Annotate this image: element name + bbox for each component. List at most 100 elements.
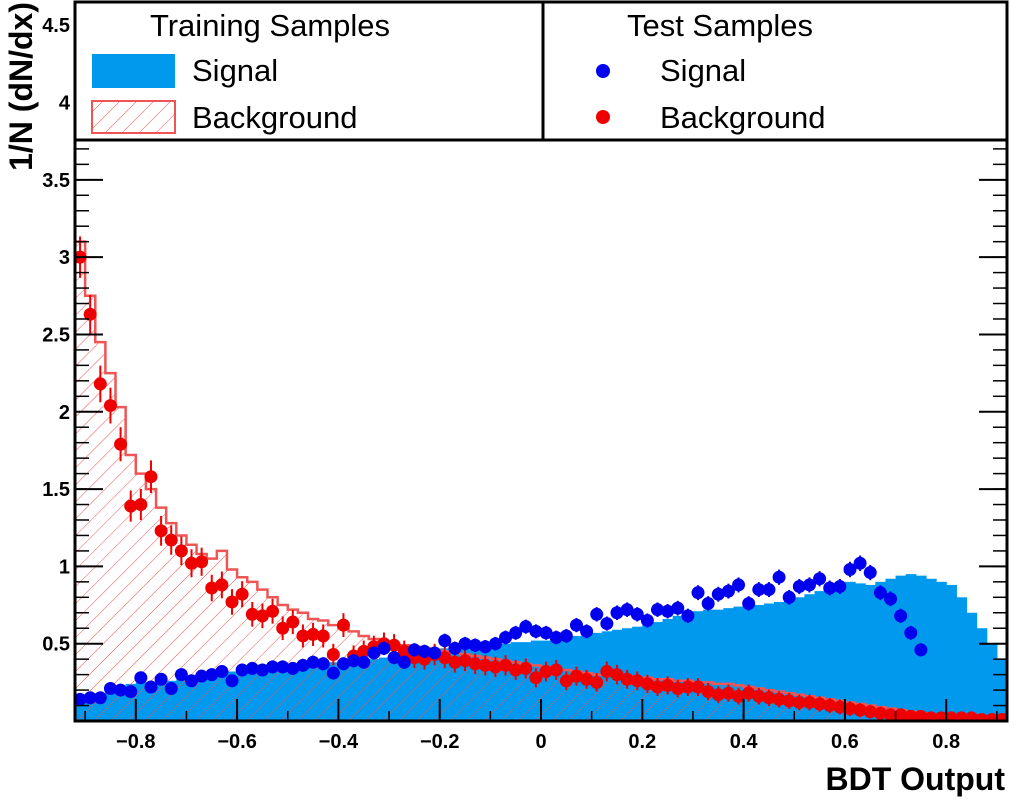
background-train-bar	[682, 680, 694, 721]
legend-header-training: Training Samples	[150, 8, 390, 43]
y-tick-label: 2.5	[42, 324, 70, 346]
background-test-point	[721, 686, 735, 700]
background-train-bar	[672, 680, 684, 721]
signal-test-point	[164, 682, 178, 696]
background-train-bar	[662, 679, 673, 721]
x-tick-label: −0.8	[116, 731, 155, 753]
legend-label-training-signal: Signal	[192, 53, 278, 88]
signal-test-point	[671, 601, 685, 615]
background-test-point	[255, 609, 269, 623]
background-test-point	[387, 638, 401, 652]
signal-test-point	[266, 660, 280, 674]
background-test-point	[488, 660, 502, 674]
signal-test-point	[863, 566, 877, 580]
background-test-point	[83, 307, 97, 321]
background-test-point	[610, 668, 624, 682]
signal-train-bar	[885, 578, 897, 721]
background-test-point	[225, 595, 239, 609]
signal-test-point	[630, 607, 644, 621]
background-test-point	[357, 644, 371, 658]
signal-test-point	[245, 661, 259, 675]
signal-test-point	[742, 596, 756, 610]
signal-test-point	[549, 631, 563, 645]
signal-test-point	[539, 626, 553, 640]
signal-train-bar	[784, 600, 795, 721]
background-train-bar	[439, 651, 451, 721]
background-test-point	[813, 697, 827, 711]
background-test-point	[306, 627, 320, 641]
signal-test-point	[336, 657, 350, 671]
background-test-point	[519, 661, 533, 675]
background-test-point	[245, 607, 259, 621]
signal-test-point	[367, 646, 381, 660]
x-axis-title: BDT Output	[826, 761, 1006, 797]
background-test-point	[114, 437, 128, 451]
legend-label-test-signal: Signal	[660, 53, 746, 88]
signal-test-point	[732, 578, 746, 592]
signal-train-bar	[733, 606, 745, 721]
signal-test-point	[600, 617, 614, 631]
signal-test-point	[681, 609, 695, 623]
background-test-point	[894, 708, 908, 721]
background-test-point	[772, 692, 786, 706]
signal-train-bar	[865, 584, 876, 721]
background-test-point	[701, 685, 715, 699]
signal-test-point	[701, 596, 715, 610]
legend-swatch-training-background	[91, 100, 176, 134]
background-test-point	[924, 711, 938, 721]
background-train-bar	[318, 620, 329, 721]
background-test-point	[276, 621, 290, 635]
signal-test-point	[154, 672, 168, 686]
background-train-bar	[105, 373, 116, 721]
background-train-bar	[449, 652, 461, 721]
background-train-bar	[156, 507, 167, 721]
background-train-bar	[723, 683, 734, 721]
signal-test-point	[590, 607, 604, 621]
background-train-bar	[206, 558, 218, 721]
background-train-bar	[459, 654, 471, 721]
background-test-point	[620, 672, 634, 686]
signal-train-bar	[743, 605, 755, 721]
background-train-bar	[115, 407, 126, 721]
signal-test-point	[174, 668, 188, 682]
legend-swatch-training-signal	[92, 54, 175, 88]
legend-marker-test-background	[596, 110, 610, 124]
signal-test-point	[651, 603, 664, 617]
background-test-point	[954, 711, 968, 721]
signal-test-point	[813, 572, 827, 586]
signal-test-point	[711, 587, 725, 601]
y-tick-label: 4.5	[42, 15, 70, 37]
signal-test-point	[407, 643, 421, 657]
background-train-bar	[226, 569, 238, 721]
signal-train-bar	[855, 583, 866, 721]
background-test-point	[833, 700, 847, 714]
signal-test-point	[772, 570, 786, 584]
legend-header-test: Test Samples	[627, 8, 813, 43]
background-test-point	[732, 689, 746, 703]
background-train-bar	[308, 618, 319, 721]
background-test-point	[438, 651, 452, 665]
signal-train-bar	[936, 581, 947, 721]
background-test-point	[853, 703, 867, 717]
y-tick-label: 2	[59, 402, 70, 424]
background-train-bar	[419, 648, 430, 721]
background-test-point	[174, 544, 188, 558]
signal-test-point	[752, 583, 766, 597]
signal-train-bar	[966, 612, 978, 721]
signal-train-bar	[895, 575, 907, 721]
signal-test-point	[661, 604, 675, 618]
background-test-point	[316, 629, 330, 643]
signal-test-point	[792, 579, 806, 593]
signal-test-point	[195, 669, 209, 683]
signal-test-point	[610, 606, 624, 620]
background-train-bar	[125, 455, 137, 721]
x-tick-label: 0.8	[932, 731, 960, 753]
signal-test-point	[843, 562, 857, 576]
background-test-point	[468, 657, 482, 671]
background-test-point	[215, 578, 229, 592]
background-train-bar	[480, 657, 491, 721]
background-train-bar	[611, 676, 623, 721]
signal-train-bar	[763, 603, 775, 721]
background-test-point	[802, 695, 816, 709]
